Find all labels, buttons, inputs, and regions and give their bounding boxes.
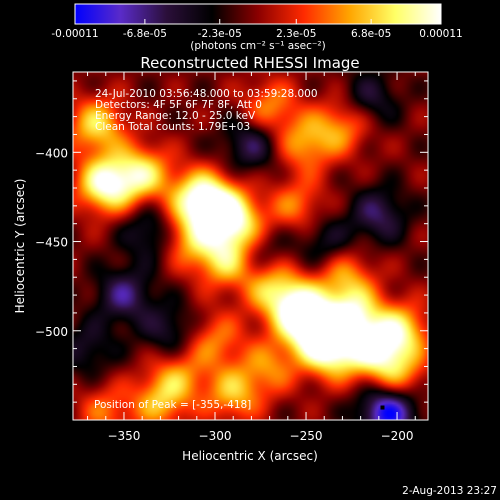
y-axis-ticks: −400 −450 −500 [35,80,428,403]
colorbar-tick-label: -2.3e-05 [198,28,242,40]
x-axis-label: Heliocentric X (arcsec) [182,449,318,463]
y-tick-label: −500 [35,325,68,339]
colorbar-ticks [74,19,442,24]
x-tick-label: −250 [290,429,323,443]
colorbar-tick-label: 2.3e-05 [276,28,316,40]
colorbar-units-label: (photons cm⁻² s⁻¹ asec⁻²) [190,40,325,52]
x-tick-label: −200 [381,429,414,443]
minimum-dot [380,405,385,410]
x-tick-label: −350 [107,429,140,443]
y-tick-label: −400 [35,146,68,160]
colorbar [74,3,442,25]
info-line: Clean Total counts: 1.79E+03 [95,121,250,133]
observation-info: 24-Jul-2010 03:56:48.000 to 03:59:28.000… [95,88,318,133]
peak-position-label: Position of Peak = [-355,-418] [94,399,251,411]
colorbar-tick-labels: -0.00011 -6.8e-05 -2.3e-05 2.3e-05 6.8e-05 0.… [51,28,462,40]
colorbar-tick-label: 0.00011 [419,28,462,40]
peak-marker [380,405,385,410]
info-line: Detectors: 4F 5F 6F 7F 8F, Att 0 [95,99,262,111]
chart-title: Reconstructed RHESSI Image [140,54,359,72]
colorbar-tick-label: -0.00011 [51,28,98,40]
colorbar-tick-label: 6.8e-05 [351,28,391,40]
plot-frame [72,71,429,421]
y-tick-label: −450 [35,236,68,250]
info-line: 24-Jul-2010 03:56:48.000 to 03:59:28.000 [95,88,318,100]
y-axis-label: Heliocentric Y (arcsec) [13,179,27,314]
x-axis-ticks: −350 −300 −250 −200 [87,72,416,443]
x-tick-label: −300 [199,429,232,443]
colorbar-tick-label: -6.8e-05 [123,28,167,40]
info-line: Energy Range: 12.0 - 25.0 keV [95,110,256,122]
heatmap-image [73,72,428,420]
plot-timestamp: 2-Aug-2013 23:27 [402,485,497,497]
